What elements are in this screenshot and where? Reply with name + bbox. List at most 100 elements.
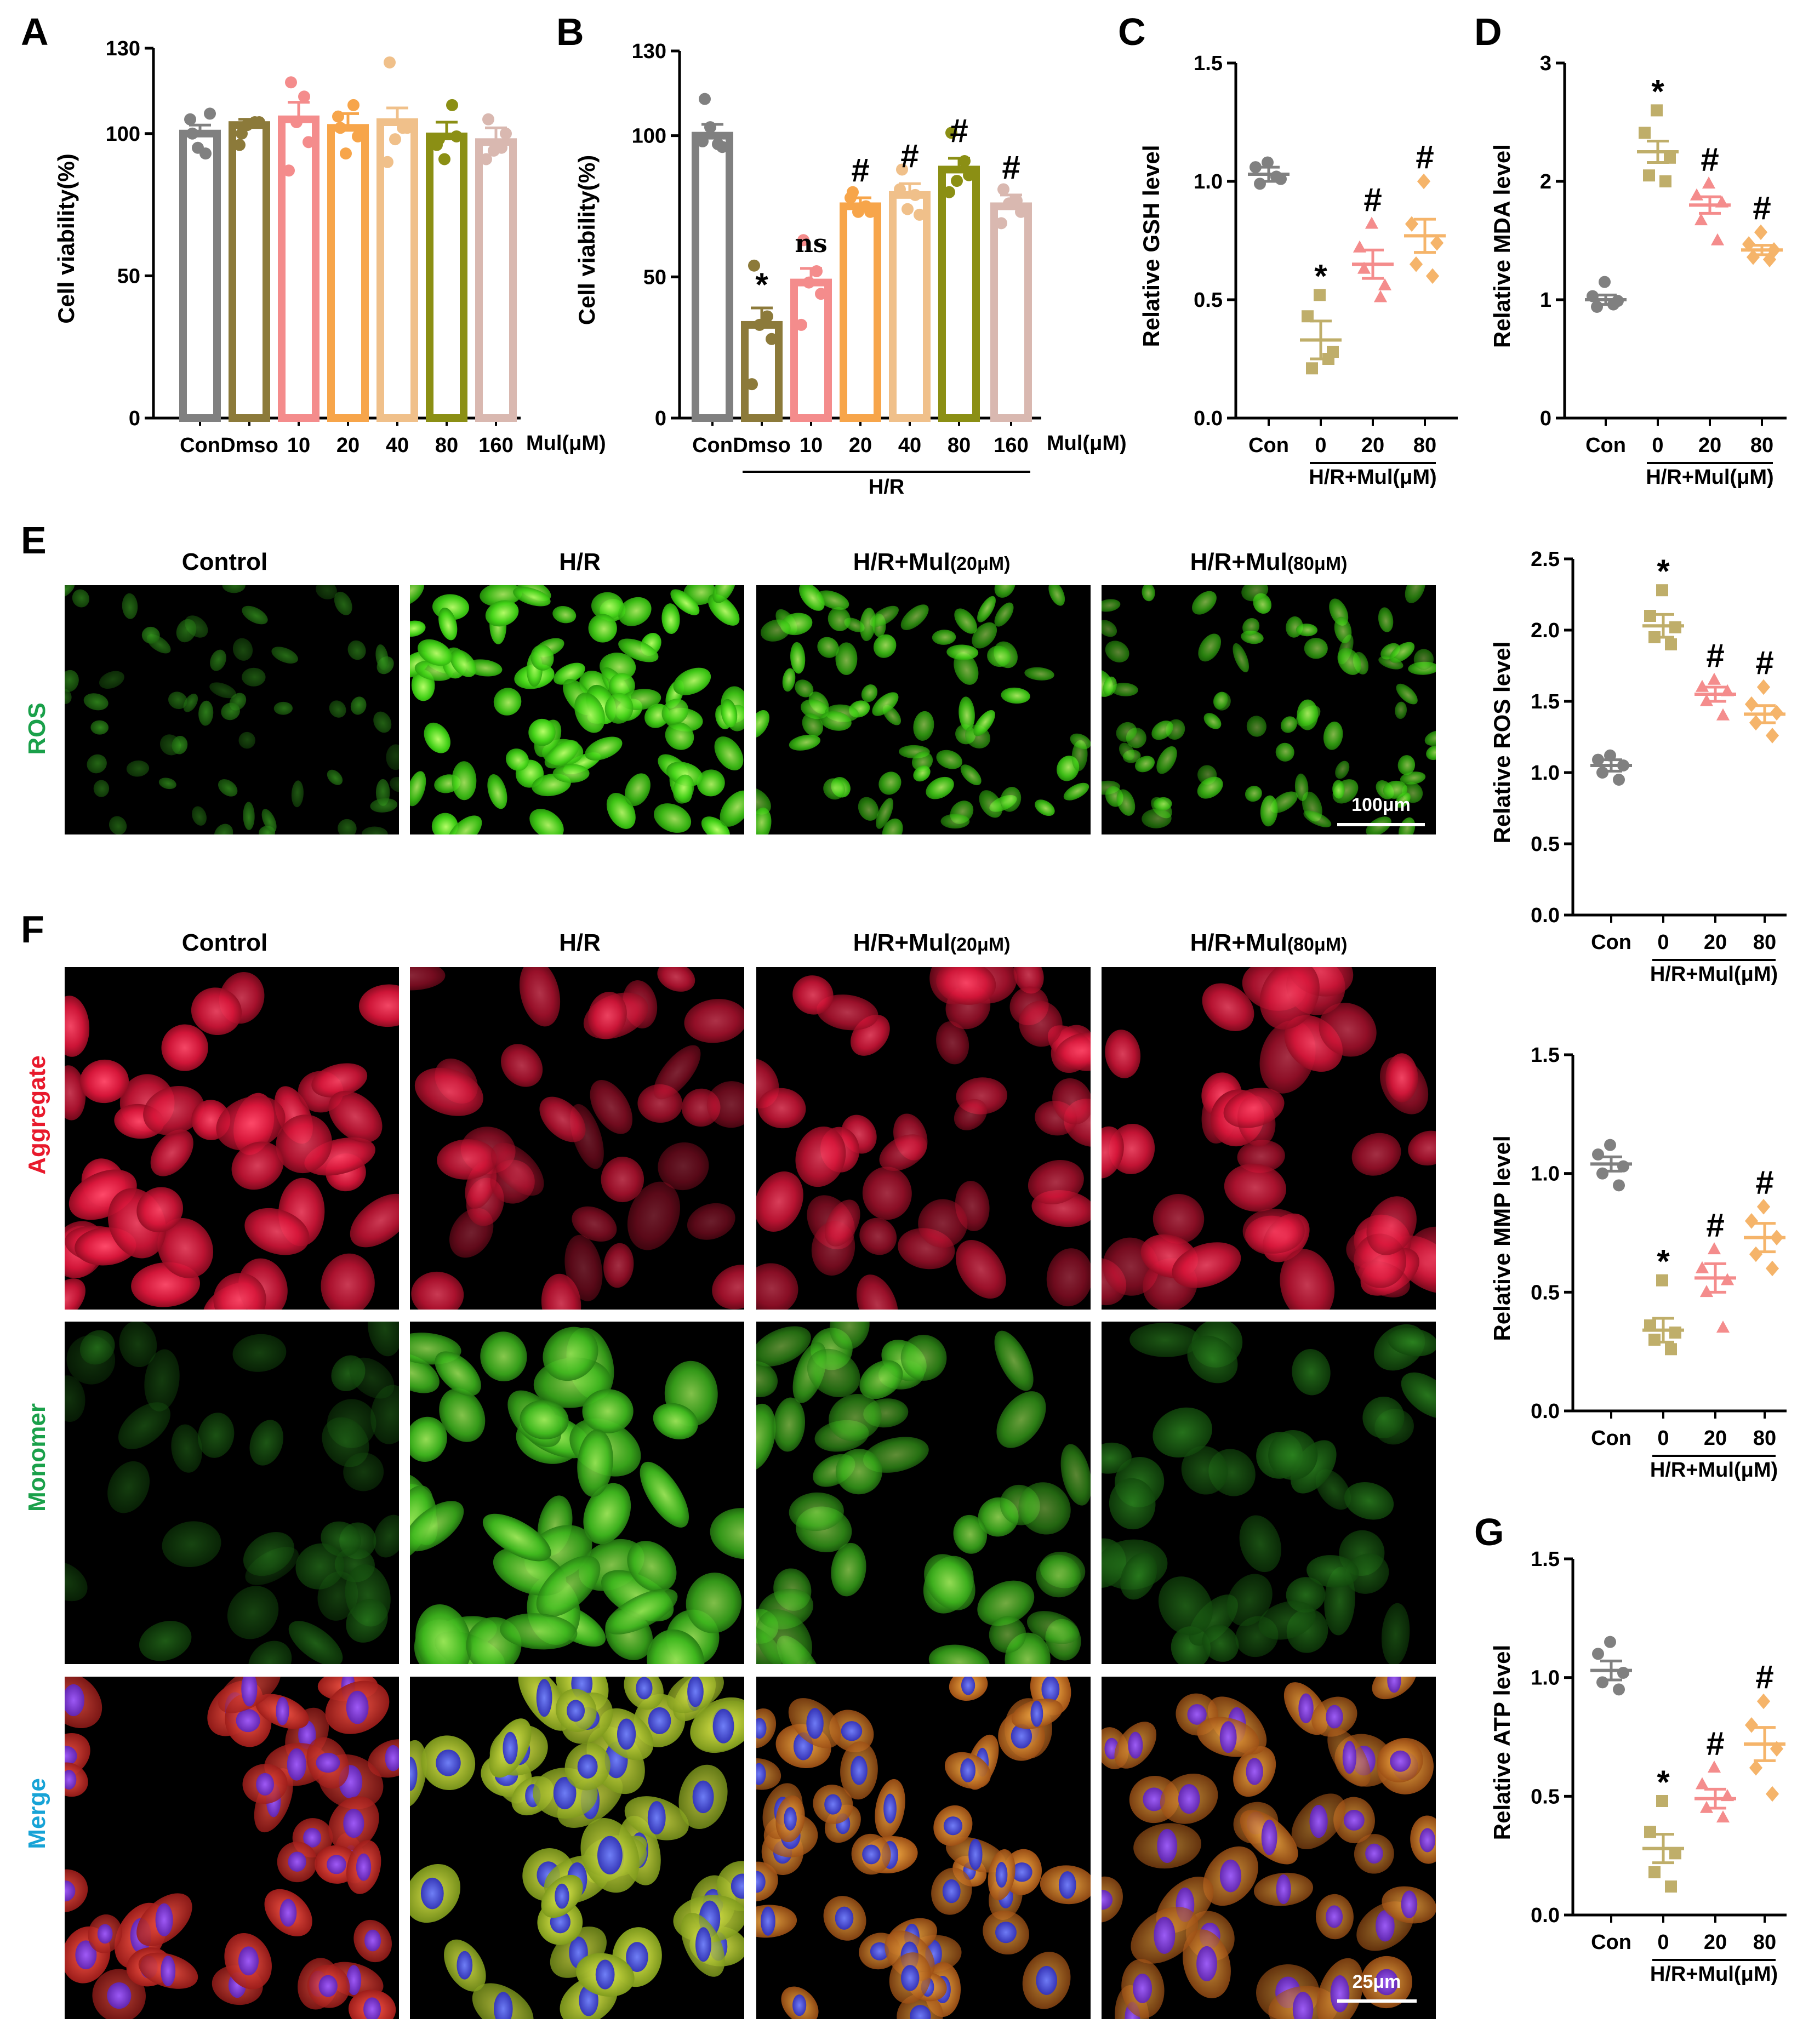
data-point xyxy=(1765,1260,1779,1277)
data-point xyxy=(1749,714,1763,731)
data-point xyxy=(450,130,463,142)
data-point xyxy=(914,208,926,221)
data-point xyxy=(1651,104,1663,117)
x-tick-label: 80 xyxy=(1753,931,1776,954)
y-tick-label: 1.5 xyxy=(1531,690,1560,713)
data-point xyxy=(1365,216,1379,229)
data-point xyxy=(1659,175,1671,187)
data-point xyxy=(1710,233,1725,245)
micrograph-aggregate-hr xyxy=(410,967,744,1310)
x-tick-label: 20 xyxy=(1698,434,1721,457)
x-tick-label: 80 xyxy=(1413,434,1436,457)
data-point xyxy=(1604,749,1616,762)
bar xyxy=(327,124,369,422)
y-tick-label: 0.0 xyxy=(1194,407,1223,430)
x-tick-label: Dmso xyxy=(220,434,278,457)
data-point xyxy=(1656,1274,1668,1287)
data-point xyxy=(1749,1760,1763,1776)
data-point xyxy=(1617,1160,1629,1173)
data-point xyxy=(1715,195,1729,208)
data-point xyxy=(389,133,401,146)
data-point xyxy=(995,217,1007,230)
data-point xyxy=(1604,1139,1616,1151)
data-point xyxy=(1425,268,1440,284)
data-point xyxy=(716,141,728,153)
data-point xyxy=(896,163,908,176)
x-tick-label: 80 xyxy=(435,434,458,457)
significance-mark: # xyxy=(1363,181,1382,218)
x-tick-label: 20 xyxy=(1704,931,1727,954)
data-point xyxy=(766,333,778,345)
x-tick-label: Con xyxy=(692,434,733,457)
data-point xyxy=(1599,276,1611,288)
data-point xyxy=(795,318,807,331)
chart-g: G 0.0 0.5 1.0 1.5 Relative ATP level Con 0 20 80 *… xyxy=(1474,1511,1787,1986)
micrograph-ros-hr-mul-80 xyxy=(1102,585,1436,834)
y-axis-label: Cell viability(%) xyxy=(574,155,600,325)
data-point xyxy=(1015,205,1027,218)
data-point xyxy=(384,56,396,68)
data-point xyxy=(1756,1199,1771,1215)
data-point xyxy=(1669,1327,1681,1339)
x-tick-label: Con xyxy=(1591,1427,1631,1450)
significance-mark: # xyxy=(950,112,968,149)
data-point xyxy=(184,113,196,125)
y-tick-label: 0 xyxy=(1540,407,1551,430)
significance-mark: * xyxy=(1657,1243,1670,1280)
significance-mark: # xyxy=(900,138,918,174)
data-point xyxy=(1746,249,1760,265)
row-label-aggregate: Aggregate xyxy=(24,1055,50,1175)
y-tick-label: 1.5 xyxy=(1531,1548,1560,1571)
data-point xyxy=(1656,1795,1668,1807)
micrograph-aggregate-hr-mul-20 xyxy=(756,967,1091,1310)
x-tick-label: 80 xyxy=(1753,1427,1776,1450)
data-point xyxy=(746,378,758,391)
micrograph-ros-control xyxy=(65,585,399,834)
y-tick-label: 130 xyxy=(106,37,140,60)
data-point xyxy=(1770,1230,1784,1245)
data-point xyxy=(236,127,248,140)
y-tick-label: 100 xyxy=(632,125,666,148)
data-point xyxy=(1373,290,1388,302)
column-titles-e: Control H/R H/R+Mul(20μM) H/R+Mul(80μM) xyxy=(182,548,1348,575)
group-label: H/R+Mul(μM) xyxy=(1650,963,1778,986)
y-axis-label: Relative MDA level xyxy=(1489,144,1515,348)
group-label: H/R xyxy=(869,476,904,499)
data-point xyxy=(1699,694,1714,706)
col-title-control: Control xyxy=(182,929,267,956)
micrograph-aggregate-hr-mul-80 xyxy=(1102,967,1436,1310)
data-point xyxy=(1695,1261,1709,1273)
micrograph-monomer-hr-mul-20 xyxy=(756,1322,1091,1664)
x-tick-label: 0 xyxy=(1657,1931,1669,1954)
y-tick-label: 1 xyxy=(1540,289,1551,312)
x-tick-label: Con xyxy=(1591,1931,1631,1954)
significance-mark: * xyxy=(1657,1764,1670,1800)
panel-letter-c: C xyxy=(1118,10,1146,53)
data-point xyxy=(1665,1343,1677,1356)
data-point xyxy=(1702,176,1716,189)
x-tick-label: 10 xyxy=(287,434,310,457)
y-axis-label: Relative ATP level xyxy=(1489,1645,1515,1840)
data-point xyxy=(1744,1213,1759,1229)
data-point xyxy=(1613,1683,1625,1696)
group-label: H/R+Mul(μM) xyxy=(1650,1963,1778,1986)
data-point xyxy=(340,147,352,160)
bar xyxy=(990,202,1032,422)
data-point xyxy=(803,276,815,289)
y-tick-label: 0.5 xyxy=(1531,1785,1560,1808)
data-point xyxy=(1314,289,1326,301)
data-point xyxy=(1756,1693,1771,1710)
x-unit-label: Mul(μM) xyxy=(526,432,606,455)
significance-mark: # xyxy=(1706,1725,1724,1762)
x-unit-label: Mul(μM) xyxy=(1047,432,1127,455)
micrographs-layer xyxy=(65,585,1436,2019)
data-point xyxy=(1587,290,1599,302)
group-label: H/R+Mul(μM) xyxy=(1650,1459,1778,1482)
data-point xyxy=(963,169,975,181)
data-point xyxy=(1643,169,1655,182)
data-point xyxy=(1695,1777,1709,1790)
data-point xyxy=(1695,679,1709,692)
x-tick-label: 0 xyxy=(1315,434,1326,457)
x-tick-label: Con xyxy=(180,434,220,457)
data-point xyxy=(902,203,914,215)
